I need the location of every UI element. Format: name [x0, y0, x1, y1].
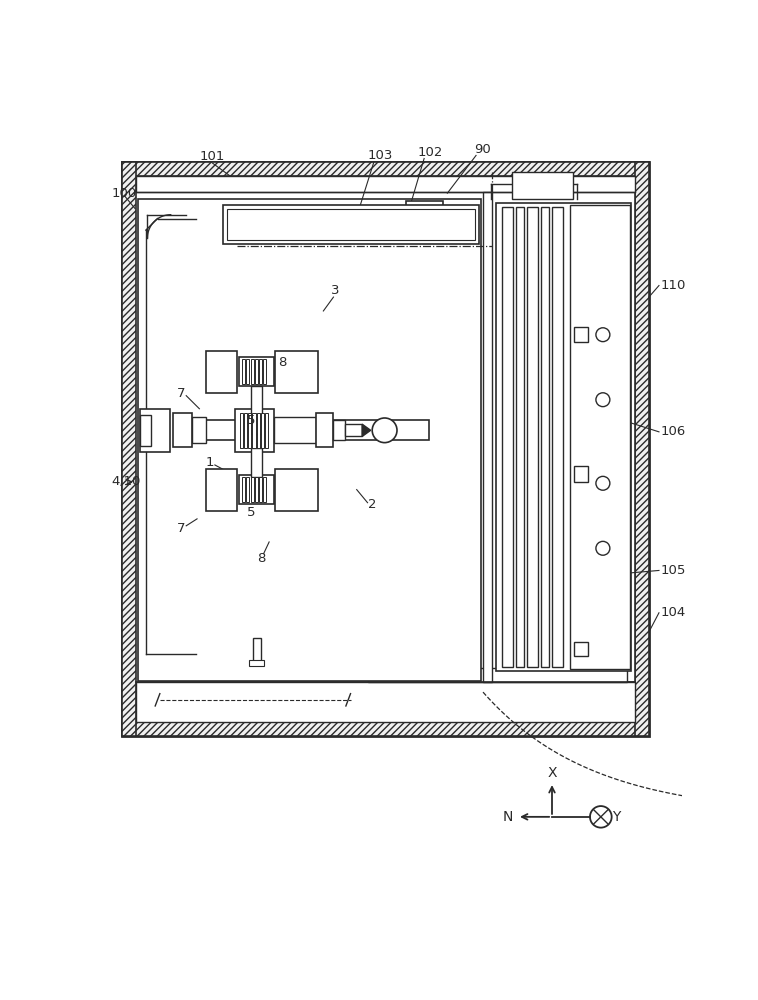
Bar [253, 638, 261, 661]
Bar [196, 420, 429, 440]
Bar [249, 660, 265, 666]
Bar [122, 162, 649, 176]
Bar [316, 413, 334, 447]
Circle shape [372, 418, 397, 443]
Bar [575, 642, 588, 656]
Bar [224, 205, 479, 244]
Bar [635, 162, 649, 736]
Bar [246, 359, 249, 384]
Text: 102: 102 [418, 146, 443, 159]
Text: 105: 105 [660, 564, 686, 577]
Bar [206, 469, 237, 511]
Bar [516, 207, 524, 667]
Bar [263, 477, 266, 502]
Bar [252, 413, 255, 448]
Text: 100: 100 [111, 187, 137, 200]
Text: 7: 7 [177, 387, 186, 400]
Bar [541, 207, 549, 667]
Bar [406, 201, 443, 243]
Bar [275, 469, 318, 511]
Bar [368, 668, 627, 682]
Bar [193, 417, 206, 443]
Bar [244, 413, 247, 448]
Polygon shape [362, 424, 371, 436]
Bar [528, 207, 538, 667]
Bar [206, 351, 237, 393]
Text: X: X [547, 766, 556, 780]
Bar [261, 413, 264, 448]
Text: 101: 101 [200, 150, 225, 163]
Text: 90: 90 [474, 143, 490, 156]
Bar [503, 207, 513, 667]
Bar [140, 409, 170, 452]
Text: 3: 3 [330, 284, 340, 297]
Bar [173, 413, 193, 447]
Bar [496, 203, 631, 671]
Text: 5: 5 [247, 414, 255, 427]
Bar [246, 477, 249, 502]
Bar [239, 475, 274, 504]
Bar [575, 466, 588, 482]
Text: N: N [503, 810, 513, 824]
Bar [493, 192, 635, 682]
Bar [552, 207, 563, 667]
Bar [334, 420, 345, 440]
Bar [240, 413, 243, 448]
Bar [251, 448, 262, 477]
Bar [265, 413, 268, 448]
Text: 106: 106 [660, 425, 686, 438]
Text: Y: Y [612, 810, 621, 824]
Bar [122, 722, 649, 736]
Bar [259, 359, 262, 384]
Bar [251, 386, 262, 434]
Text: 8: 8 [278, 356, 287, 369]
Bar [255, 359, 258, 384]
Bar [136, 682, 635, 722]
Text: 103: 103 [368, 149, 393, 162]
Bar [235, 409, 274, 452]
Text: 104: 104 [660, 606, 686, 619]
Bar [570, 205, 629, 669]
Bar [248, 413, 252, 448]
Bar [239, 357, 274, 386]
Bar [138, 199, 481, 681]
Bar [255, 477, 258, 502]
Bar [512, 172, 573, 199]
Text: 2: 2 [368, 498, 377, 512]
Bar [483, 192, 493, 682]
Bar [263, 359, 266, 384]
Bar [251, 359, 254, 384]
Text: 110: 110 [660, 279, 686, 292]
Text: 5: 5 [247, 506, 255, 519]
Bar [227, 209, 475, 240]
Bar [122, 162, 649, 736]
Text: 7: 7 [177, 522, 186, 535]
Bar [251, 477, 254, 502]
Bar [275, 351, 318, 393]
Bar [136, 176, 635, 192]
Bar [122, 162, 136, 736]
Bar [242, 477, 245, 502]
Bar [345, 424, 362, 436]
Text: 8: 8 [257, 552, 265, 565]
Bar [575, 327, 588, 342]
Bar [274, 417, 316, 443]
Bar [242, 359, 245, 384]
Text: 1: 1 [205, 456, 214, 469]
Bar [257, 413, 260, 448]
Bar [140, 415, 152, 446]
Text: 4,10: 4,10 [111, 475, 141, 488]
Bar [259, 477, 262, 502]
